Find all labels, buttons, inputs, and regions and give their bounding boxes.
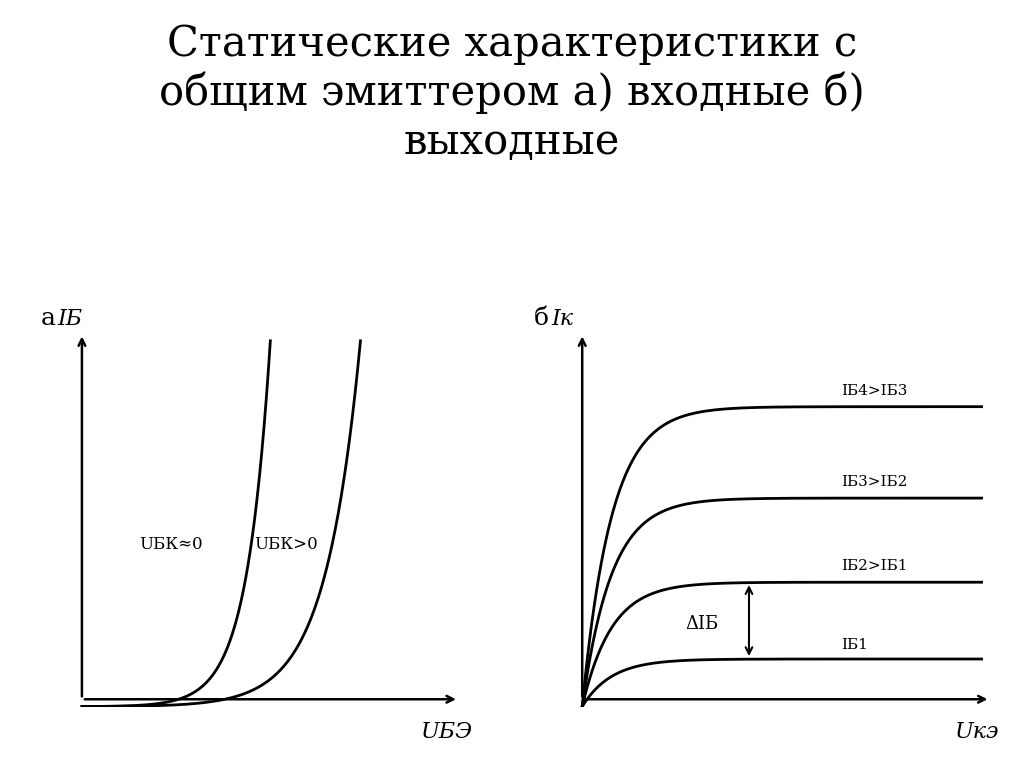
Text: а: а xyxy=(41,307,56,330)
Text: IБ1: IБ1 xyxy=(841,638,868,653)
Text: UБК≈0: UБК≈0 xyxy=(139,536,203,553)
Text: ΔIБ: ΔIБ xyxy=(685,615,718,634)
Text: б: б xyxy=(534,307,549,330)
Text: IБ2>IБ1: IБ2>IБ1 xyxy=(841,559,907,573)
Text: IБ4>IБ3: IБ4>IБ3 xyxy=(841,383,907,398)
Text: UБК>0: UБК>0 xyxy=(254,536,317,553)
Text: UБЭ: UБЭ xyxy=(421,721,472,743)
Text: IБ: IБ xyxy=(57,308,83,330)
Text: Статические характеристики с
общим эмиттером а) входные б)
выходные: Статические характеристики с общим эмитт… xyxy=(159,23,865,163)
Text: IБ3>IБ2: IБ3>IБ2 xyxy=(841,475,907,489)
Text: Uкэ: Uкэ xyxy=(955,721,999,743)
Text: Iк: Iк xyxy=(552,308,573,330)
